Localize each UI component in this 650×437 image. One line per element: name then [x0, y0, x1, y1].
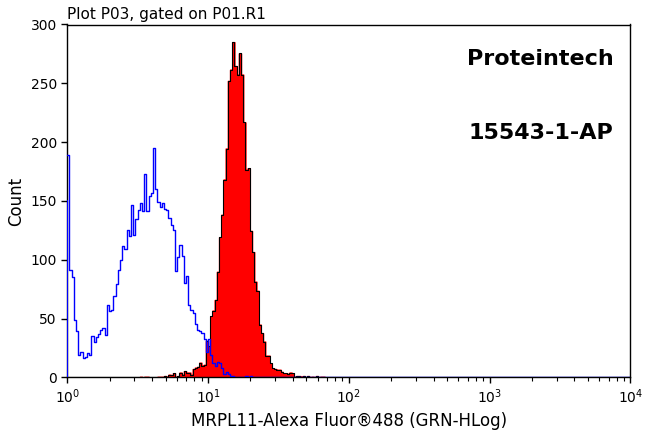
Text: Proteintech: Proteintech	[467, 49, 614, 69]
Text: Plot P03, gated on P01.R1: Plot P03, gated on P01.R1	[68, 7, 266, 22]
Text: 15543-1-AP: 15543-1-AP	[469, 123, 614, 143]
Y-axis label: Count: Count	[7, 177, 25, 225]
X-axis label: MRPL11-Alexa Fluor®488 (GRN-HLog): MRPL11-Alexa Fluor®488 (GRN-HLog)	[190, 412, 507, 430]
